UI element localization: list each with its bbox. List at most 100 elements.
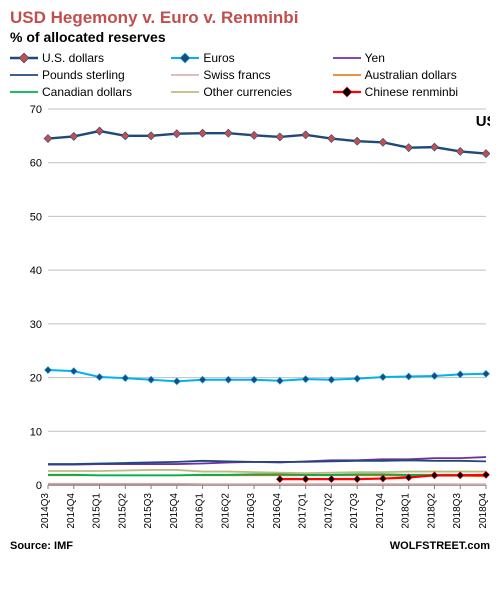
legend-swatch [171,52,199,64]
legend-swatch [10,52,38,64]
series-marker [354,375,361,382]
legend-label: Swiss francs [203,68,270,82]
series-marker [70,367,77,374]
line-chart-svg: 0 10 20 30 40 50 60 70 2014Q3 2014Q4 2015Q1 2015Q2 2… [10,105,490,531]
chart-subtitle: % of allocated reserves [10,29,490,45]
series-line [48,370,486,381]
legend-label: Pounds sterling [42,68,125,82]
series-marker [430,143,438,151]
legend-label: Yen [365,51,385,65]
svg-text:40: 40 [30,265,42,277]
svg-text:2015Q2: 2015Q2 [117,492,128,528]
svg-text:2015Q1: 2015Q1 [92,492,103,528]
legend-item: Chinese renminbi [333,85,490,99]
series-line [48,460,486,464]
series-marker [379,373,386,380]
svg-text:20: 20 [30,372,42,384]
legend-label: Euros [203,51,234,65]
legend-swatch [10,86,38,98]
series-line [48,131,486,154]
svg-text:70: 70 [30,105,42,116]
series-marker [405,373,412,380]
legend-item: U.S. dollars [10,51,167,65]
plot-area: 0 10 20 30 40 50 60 70 2014Q3 2014Q4 2015Q1 2015Q2 2… [10,105,490,536]
legend-label: U.S. dollars [42,51,104,65]
series-marker [96,127,104,135]
svg-text:2015Q4: 2015Q4 [169,492,180,528]
series-marker [302,130,310,138]
legend-swatch [333,52,361,64]
chart-title: USD Hegemony v. Euro v. Renminbi [10,8,490,28]
legend-item: Swiss francs [171,68,328,82]
legend-item: Canadian dollars [10,85,167,99]
svg-text:2017Q1: 2017Q1 [298,492,309,528]
svg-text:2015Q3: 2015Q3 [143,492,154,528]
series-marker [353,137,361,145]
svg-text:2016Q1: 2016Q1 [195,492,206,528]
legend: U.S. dollars Euros Yen Pounds sterling Swiss… [10,51,490,99]
series-marker [44,134,52,142]
series-marker [173,377,180,384]
series-marker [122,374,129,381]
legend-swatch [171,69,199,81]
svg-text:2016Q3: 2016Q3 [246,492,257,528]
series-marker [250,131,258,139]
series-marker [276,377,283,384]
series-marker [327,134,335,142]
svg-text:2018Q3: 2018Q3 [452,492,463,528]
svg-text:2017Q4: 2017Q4 [375,492,386,528]
series-marker [431,471,438,478]
series-marker [457,370,464,377]
svg-text:0: 0 [36,480,42,492]
legend-item: Australian dollars [333,68,490,82]
series-marker [96,373,103,380]
svg-text:2018Q4: 2018Q4 [478,492,489,528]
legend-swatch [333,86,361,98]
legend-label: Australian dollars [365,68,457,82]
series-marker [456,147,464,155]
series-marker [302,475,309,482]
svg-text:2014Q4: 2014Q4 [66,492,77,528]
site-label: WOLFSTREET.com [390,540,490,552]
svg-text:2018Q2: 2018Q2 [426,492,437,528]
series-marker [199,129,207,137]
svg-text:10: 10 [30,426,42,438]
legend-swatch [171,86,199,98]
series-line [48,470,486,473]
svg-text:2017Q3: 2017Q3 [349,492,360,528]
series-marker [147,131,155,139]
series-marker [405,143,413,151]
svg-text:2018Q1: 2018Q1 [401,492,412,528]
series-marker [457,471,464,478]
series-marker [121,131,129,139]
legend-label: Chinese renminbi [365,85,458,99]
series-marker [276,475,283,482]
legend-item: Euros [171,51,328,65]
svg-text:30: 30 [30,318,42,330]
legend-item: Yen [333,51,490,65]
chart-footer: Source: IMF WOLFSTREET.com [10,540,490,552]
svg-text:2016Q4: 2016Q4 [272,492,283,528]
series-marker [379,138,387,146]
legend-item: Pounds sterling [10,68,167,82]
source-label: Source: IMF [10,540,73,552]
svg-text:50: 50 [30,211,42,223]
series-marker [328,475,335,482]
svg-text:2017Q2: 2017Q2 [323,492,334,528]
legend-swatch [10,69,38,81]
series-marker [45,366,52,373]
annotation: USD [476,113,490,130]
series-marker [483,370,490,377]
legend-label: Other currencies [203,85,292,99]
series-marker [354,475,361,482]
svg-text:60: 60 [30,157,42,169]
svg-text:2014Q3: 2014Q3 [40,492,51,528]
svg-text:2016Q2: 2016Q2 [220,492,231,528]
legend-item: Other currencies [171,85,328,99]
series-marker [70,132,78,140]
legend-label: Canadian dollars [42,85,132,99]
series-line [48,483,486,484]
series-marker [173,129,181,137]
series-marker [482,149,490,157]
series-marker [431,372,438,379]
